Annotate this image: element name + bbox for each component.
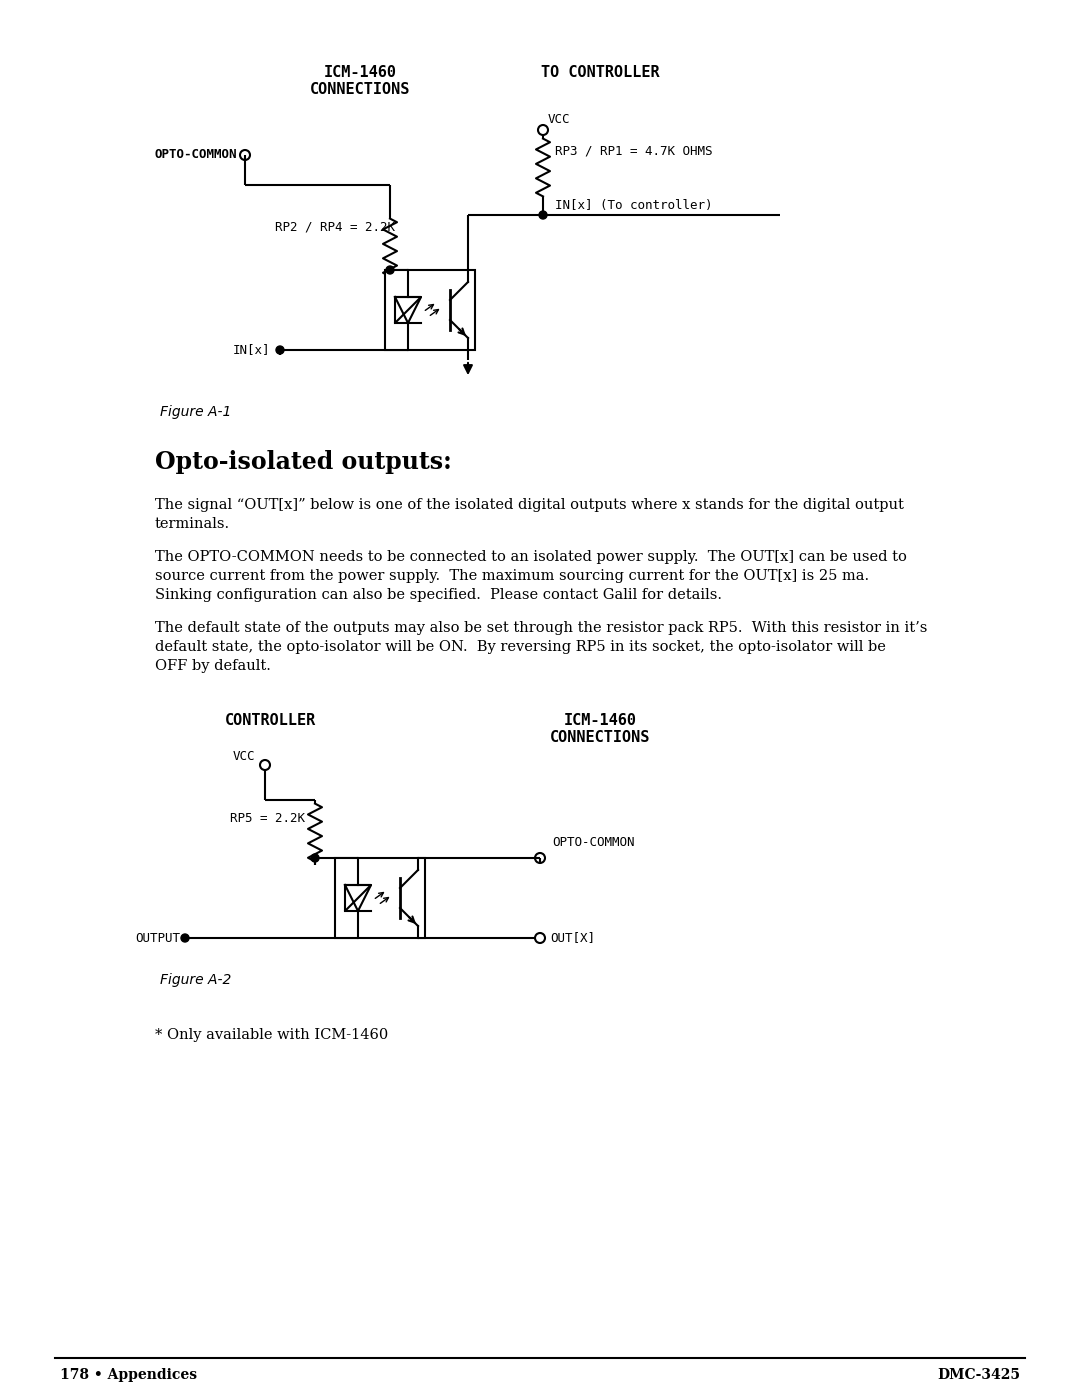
Text: The OPTO-COMMON needs to be connected to an isolated power supply.  The OUT[x] c: The OPTO-COMMON needs to be connected to… [156,550,907,564]
Circle shape [311,854,319,862]
Text: RP3 / RP1 = 4.7K OHMS: RP3 / RP1 = 4.7K OHMS [555,145,713,158]
Text: Opto-isolated outputs:: Opto-isolated outputs: [156,450,451,474]
Text: ICM-1460
CONNECTIONS: ICM-1460 CONNECTIONS [550,712,650,746]
Text: RP5 = 2.2K: RP5 = 2.2K [230,812,305,826]
Text: DMC-3425: DMC-3425 [937,1368,1020,1382]
Text: The signal “OUT[x]” below is one of the isolated digital outputs where x stands : The signal “OUT[x]” below is one of the … [156,497,904,511]
Text: Sinking configuration can also be specified.  Please contact Galil for details.: Sinking configuration can also be specif… [156,588,723,602]
Text: source current from the power supply.  The maximum sourcing current for the OUT[: source current from the power supply. Th… [156,569,869,583]
Text: CONTROLLER: CONTROLLER [225,712,315,728]
Text: Figure A-2: Figure A-2 [160,972,231,988]
Circle shape [181,935,189,942]
Text: 178 • Appendices: 178 • Appendices [60,1368,198,1382]
Text: IN[x] (To controller): IN[x] (To controller) [555,198,713,212]
Bar [335,858,426,937]
Text: * Only available with ICM-1460: * Only available with ICM-1460 [156,1028,388,1042]
Text: ICM-1460
CONNECTIONS: ICM-1460 CONNECTIONS [310,66,410,98]
Text: VCC: VCC [548,113,570,126]
Text: VCC: VCC [233,750,256,763]
Text: OUTPUT: OUTPUT [135,932,180,944]
Text: OPTO-COMMON: OPTO-COMMON [154,148,237,162]
Bar [384,270,475,351]
Circle shape [539,211,546,219]
Text: IN[x]: IN[x] [232,344,270,356]
Text: default state, the opto-isolator will be ON.  By reversing RP5 in its socket, th: default state, the opto-isolator will be… [156,640,886,654]
Text: terminals.: terminals. [156,517,230,531]
Text: TO CONTROLLER: TO CONTROLLER [541,66,659,80]
Circle shape [276,346,284,353]
Circle shape [386,265,394,274]
Text: The default state of the outputs may also be set through the resistor pack RP5. : The default state of the outputs may als… [156,622,928,636]
Text: OPTO-COMMON: OPTO-COMMON [552,837,635,849]
Text: RP2 / RP4 = 2.2K: RP2 / RP4 = 2.2K [275,219,395,233]
Text: OUT[X]: OUT[X] [550,932,595,944]
Text: OFF by default.: OFF by default. [156,659,271,673]
Text: Figure A-1: Figure A-1 [160,405,231,419]
